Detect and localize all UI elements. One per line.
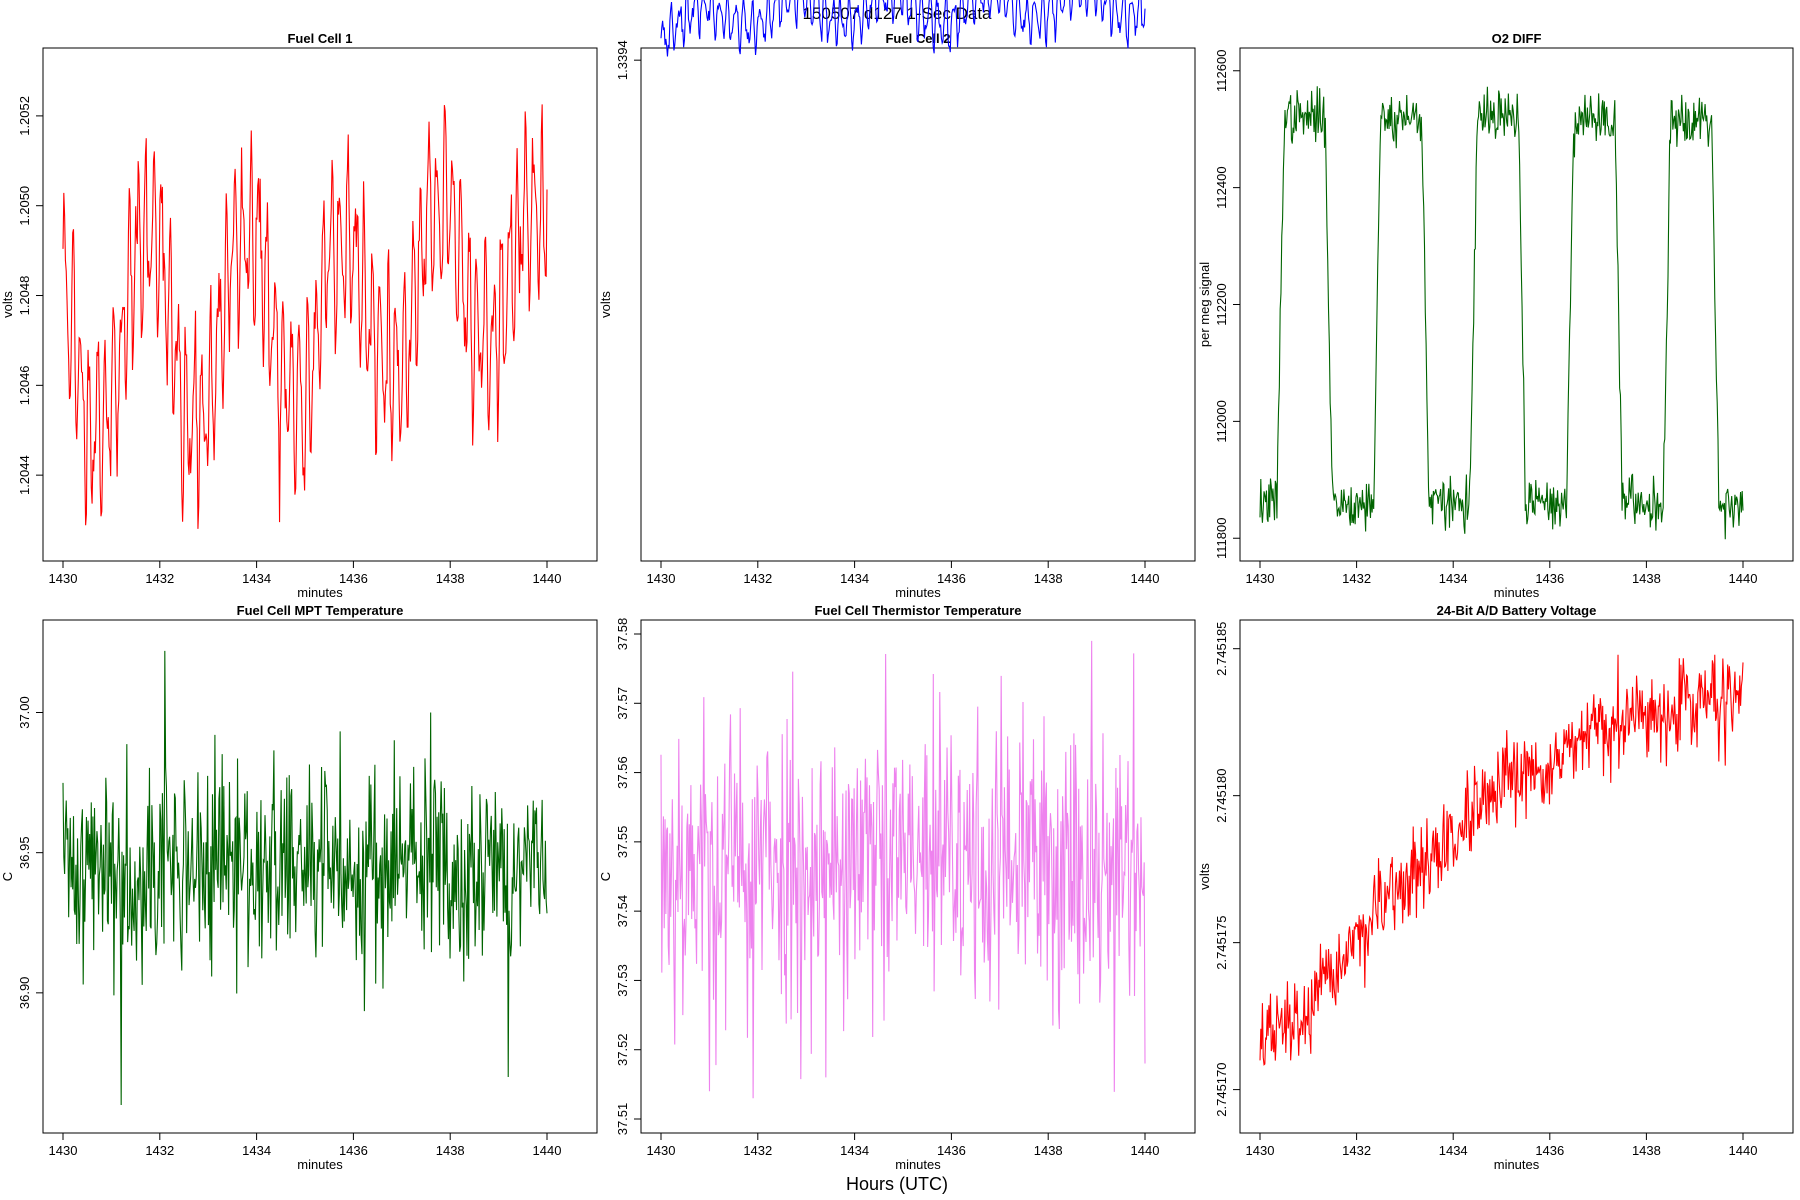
y-tick-label: 37.51 — [615, 1103, 630, 1136]
y-tick-label: 111800 — [1214, 518, 1229, 559]
y-axis-label: volts — [1197, 863, 1212, 890]
x-axis-label: minutes — [297, 585, 343, 600]
x-tick-label: 1430 — [1246, 1143, 1275, 1158]
x-tick-label: 1436 — [1535, 571, 1564, 586]
y-tick-label: 1.2052 — [17, 96, 32, 136]
y-tick-label: 112600 — [1214, 50, 1229, 92]
y-tick-label: 37.54 — [615, 895, 630, 928]
x-tick-label: 1438 — [436, 1143, 465, 1158]
x-tick-label: 1440 — [1131, 571, 1160, 586]
y-tick-label: 37.55 — [615, 826, 630, 859]
x-tick-label: 1434 — [840, 1143, 869, 1158]
y-tick-label: 2.745170 — [1214, 1062, 1229, 1116]
panel-5: Fuel Cell Thermistor Temperature 1430 1432… — [598, 603, 1196, 1172]
y-tick-label: 36.90 — [17, 977, 32, 1010]
y-tick-label: 37.58 — [615, 618, 630, 651]
y-axis-label: C — [598, 872, 613, 881]
y-tick-label: 2.745180 — [1214, 769, 1229, 823]
x-tick-label: 1432 — [145, 1143, 174, 1158]
x-tick-label: 1436 — [937, 571, 966, 586]
y-tick-label: 36.95 — [17, 836, 32, 869]
panel-title: Fuel Cell 1 — [287, 31, 352, 46]
x-axis-label: minutes — [895, 1157, 941, 1172]
panel-title: Fuel Cell Thermistor Temperature — [814, 603, 1021, 618]
x-tick-label: 1440 — [533, 1143, 562, 1158]
y-tick-label: 1.2050 — [17, 186, 32, 226]
y-tick-label: 1.2044 — [17, 455, 32, 495]
y-axis-label: volts — [598, 291, 613, 318]
panels: Fuel Cell 1 1430 1432 1434 1436 1438 1440 minut… — [0, 0, 1794, 1172]
series-line — [660, 640, 1146, 1099]
x-tick-label: 1436 — [937, 1143, 966, 1158]
x-tick-label: 1436 — [339, 571, 368, 586]
y-axis-label: per meg signal — [1197, 262, 1212, 347]
x-tick-label: 1432 — [1342, 1143, 1371, 1158]
y-tick-label: 37.00 — [17, 696, 32, 729]
panel-1: Fuel Cell 1 1430 1432 1434 1436 1438 1440 minut… — [0, 31, 598, 600]
y-tick-label: 37.56 — [615, 756, 630, 789]
x-tick-label: 1434 — [1439, 571, 1468, 586]
x-tick-label: 1438 — [1034, 1143, 1063, 1158]
x-tick-label: 1438 — [1034, 571, 1063, 586]
x-tick-label: 1440 — [1729, 571, 1758, 586]
panel-title: O2 DIFF — [1492, 31, 1542, 46]
panel-title: Fuel Cell MPT Temperature — [237, 603, 404, 618]
panel-title: 24-Bit A/D Battery Voltage — [1437, 603, 1597, 618]
x-tick-label: 1440 — [1729, 1143, 1758, 1158]
y-tick-label: 112200 — [1214, 283, 1229, 325]
series-line — [660, 0, 1146, 57]
x-tick-label: 1438 — [436, 571, 465, 586]
x-tick-label: 1434 — [242, 1143, 271, 1158]
series-line — [1259, 654, 1744, 1066]
x-tick-label: 1432 — [1342, 571, 1371, 586]
x-tick-label: 1438 — [1632, 571, 1661, 586]
x-axis-label: minutes — [297, 1157, 343, 1172]
y-tick-label: 2.745185 — [1214, 622, 1229, 676]
x-tick-label: 1432 — [743, 571, 772, 586]
x-tick-label: 1436 — [339, 1143, 368, 1158]
x-tick-label: 1430 — [647, 1143, 676, 1158]
figure-xlabel: Hours (UTC) — [846, 1174, 948, 1194]
x-tick-label: 1430 — [647, 571, 676, 586]
x-tick-label: 1440 — [533, 571, 562, 586]
y-tick-label: 2.745175 — [1214, 916, 1229, 970]
y-tick-label: 37.52 — [615, 1033, 630, 1066]
series-line — [62, 104, 548, 529]
x-tick-label: 1440 — [1131, 1143, 1160, 1158]
x-tick-label: 1432 — [145, 571, 174, 586]
panel-6: 24-Bit A/D Battery Voltage 1430 1432 1434 14… — [1197, 603, 1794, 1172]
x-tick-label: 1434 — [1439, 1143, 1468, 1158]
x-axis-label: minutes — [1494, 585, 1540, 600]
y-tick-label: 1.2046 — [17, 365, 32, 405]
x-tick-label: 1434 — [840, 571, 869, 586]
x-tick-label: 1430 — [49, 571, 78, 586]
x-tick-label: 1432 — [743, 1143, 772, 1158]
x-tick-label: 1430 — [1246, 571, 1275, 586]
y-tick-label: 1.2048 — [17, 276, 32, 316]
y-tick-label: 112400 — [1214, 166, 1229, 208]
y-tick-label: 37.53 — [615, 964, 630, 997]
x-tick-label: 1434 — [242, 571, 271, 586]
y-tick-label: 112000 — [1214, 400, 1229, 442]
series-line — [1259, 86, 1744, 540]
x-tick-label: 1430 — [49, 1143, 78, 1158]
x-tick-label: 1436 — [1535, 1143, 1564, 1158]
x-tick-label: 1438 — [1632, 1143, 1661, 1158]
x-axis-label: minutes — [895, 585, 941, 600]
panel-3: O2 DIFF 1430 1432 1434 1436 1438 1440 minutes 11… — [1197, 31, 1794, 600]
y-axis-label: C — [0, 872, 15, 881]
y-tick-label: 37.57 — [615, 687, 630, 720]
series-line — [62, 650, 548, 1105]
y-axis-label: volts — [0, 291, 15, 318]
y-tick-label: 1.3394 — [615, 40, 630, 80]
x-axis-label: minutes — [1494, 1157, 1540, 1172]
panel-4: Fuel Cell MPT Temperature 1430 1432 1434 143… — [0, 603, 598, 1172]
